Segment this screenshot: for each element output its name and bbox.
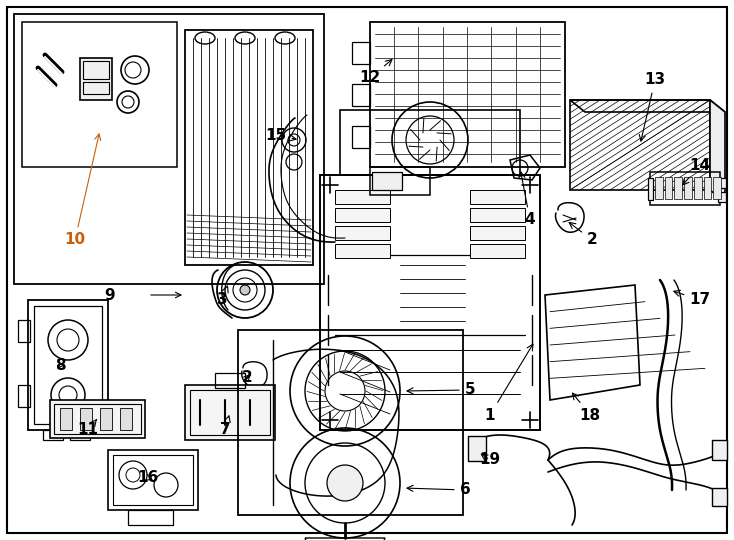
- Bar: [694, 177, 702, 199]
- Bar: [108, 450, 198, 510]
- Bar: [665, 177, 672, 199]
- Text: 6: 6: [407, 483, 470, 497]
- Bar: [190, 390, 270, 435]
- Polygon shape: [470, 190, 525, 204]
- Text: 9: 9: [105, 287, 115, 302]
- Bar: [18, 385, 30, 407]
- Bar: [372, 172, 402, 190]
- Bar: [43, 430, 63, 440]
- Bar: [655, 177, 663, 199]
- Bar: [54, 404, 141, 434]
- Polygon shape: [335, 190, 390, 204]
- Text: 7: 7: [219, 416, 230, 437]
- Text: 2: 2: [241, 370, 252, 386]
- Polygon shape: [710, 100, 725, 202]
- Polygon shape: [470, 226, 525, 240]
- Bar: [675, 177, 682, 199]
- Text: 2: 2: [569, 222, 597, 247]
- Bar: [704, 177, 711, 199]
- Bar: [120, 408, 132, 430]
- Bar: [100, 408, 112, 430]
- Text: 17: 17: [674, 291, 711, 307]
- Bar: [185, 385, 275, 440]
- Bar: [83, 82, 109, 94]
- Polygon shape: [335, 244, 390, 258]
- Circle shape: [240, 285, 250, 295]
- Text: 10: 10: [65, 134, 101, 247]
- Polygon shape: [335, 226, 390, 240]
- Text: 18: 18: [573, 393, 600, 422]
- Bar: [712, 440, 727, 460]
- Bar: [648, 178, 653, 200]
- Text: 14: 14: [683, 158, 711, 185]
- Circle shape: [327, 465, 363, 501]
- Text: 8: 8: [55, 357, 65, 373]
- Text: 13: 13: [639, 72, 666, 141]
- Text: 19: 19: [479, 453, 501, 468]
- Bar: [713, 177, 721, 199]
- Polygon shape: [470, 244, 525, 258]
- Bar: [22, 22, 177, 167]
- Text: 4: 4: [519, 172, 535, 227]
- Text: 16: 16: [137, 470, 159, 485]
- Bar: [14, 14, 324, 284]
- Bar: [80, 58, 112, 100]
- Bar: [684, 177, 692, 199]
- Text: 12: 12: [360, 59, 392, 85]
- Bar: [468, 436, 486, 461]
- Bar: [718, 192, 726, 202]
- Bar: [83, 61, 109, 79]
- Bar: [18, 320, 30, 342]
- Text: 1: 1: [484, 344, 533, 422]
- Bar: [718, 178, 726, 188]
- Text: 5: 5: [407, 382, 476, 397]
- Bar: [80, 408, 92, 430]
- Bar: [215, 373, 245, 388]
- Bar: [60, 408, 72, 430]
- Text: 3: 3: [217, 286, 228, 307]
- Bar: [113, 455, 193, 505]
- Bar: [352, 42, 370, 64]
- Bar: [352, 84, 370, 106]
- Bar: [70, 430, 90, 440]
- Bar: [50, 400, 145, 438]
- Bar: [352, 126, 370, 148]
- Polygon shape: [570, 100, 725, 112]
- Polygon shape: [335, 208, 390, 222]
- Text: 11: 11: [78, 420, 98, 437]
- Bar: [712, 488, 727, 506]
- Bar: [185, 30, 313, 265]
- Bar: [128, 510, 173, 525]
- Polygon shape: [470, 208, 525, 222]
- Text: 15: 15: [266, 127, 296, 143]
